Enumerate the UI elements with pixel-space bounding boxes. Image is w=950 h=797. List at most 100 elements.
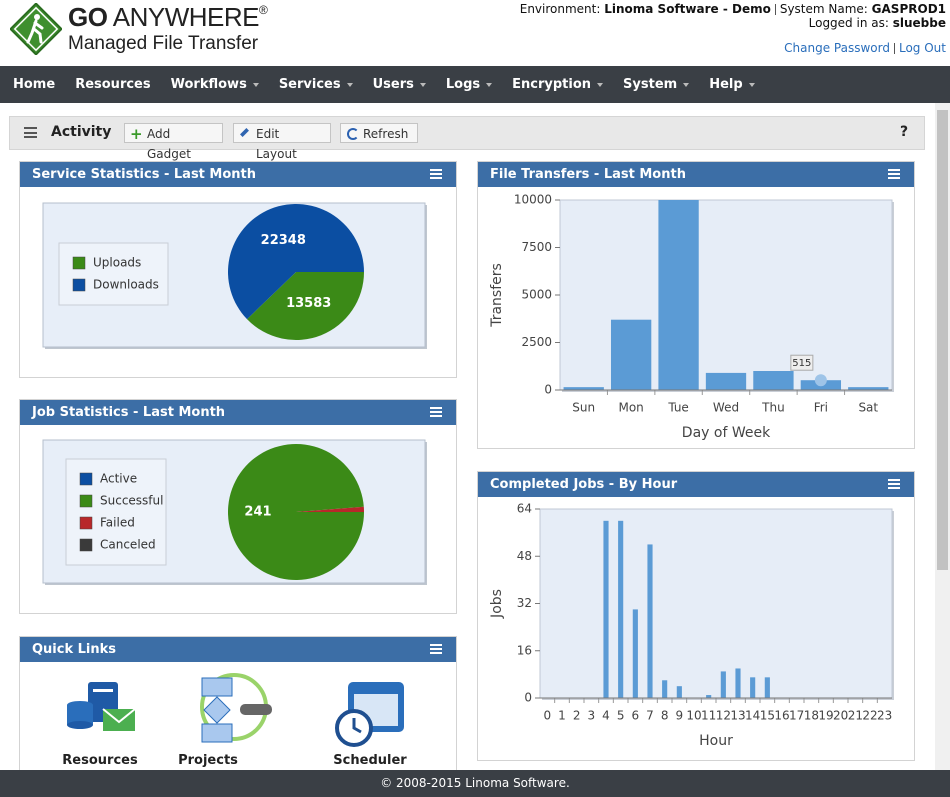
nav-label: Help (709, 77, 743, 92)
resources-icon[interactable] (67, 682, 136, 731)
gadget-menu[interactable] (430, 169, 442, 179)
legend-swatch (79, 494, 93, 508)
nav-label: Logs (445, 77, 481, 92)
edit-layout-button[interactable]: Edit Layout (233, 123, 331, 161)
bar (618, 520, 624, 698)
toolbar-title: Activity (51, 124, 112, 140)
x-tick-label: 3 (588, 709, 596, 723)
gadget-menu[interactable] (430, 644, 442, 654)
y-tick-label: 5000 (521, 288, 552, 302)
x-tick-label: 21 (848, 709, 863, 723)
nav-bar: Home Resources Workflows Services Users Logs E… (0, 66, 950, 103)
link-label[interactable]: Projects (178, 753, 238, 768)
log-out[interactable]: Log Out (898, 41, 946, 55)
gadget-title: Service Statistics - Last Month (32, 167, 257, 182)
nav-item[interactable]: Logs (445, 77, 493, 92)
x-tick-label: Wed (713, 401, 739, 415)
bar (658, 200, 699, 390)
bar (735, 668, 741, 698)
refresh-button[interactable]: Refresh (340, 123, 418, 143)
nav-item[interactable]: Users (373, 77, 426, 92)
y-tick-label: 16 (517, 643, 532, 657)
menu-icon[interactable] (24, 127, 37, 138)
bar (563, 387, 604, 390)
link-label[interactable]: Scheduler (333, 753, 407, 768)
x-tick-label: 4 (602, 709, 610, 723)
legend-swatch (79, 472, 93, 486)
legend-swatch (72, 256, 86, 270)
x-tick-label: Sat (858, 401, 878, 415)
nav-label: Workflows (170, 77, 247, 92)
bar (647, 544, 653, 698)
legend-swatch (79, 516, 93, 530)
nav-label: Users (372, 77, 414, 92)
legend-label: Canceled (100, 538, 156, 552)
x-axis-label: Hour (699, 733, 733, 749)
x-tick-label: 1 (558, 709, 566, 723)
tooltip-label: 515 (792, 358, 811, 369)
hover-marker (814, 374, 827, 387)
x-tick-label: Tue (667, 401, 689, 415)
gadget-header: File Transfers - Last Month (478, 162, 914, 187)
env-value: Linoma Software - Demo (604, 2, 771, 16)
y-tick-label: 0 (544, 383, 552, 397)
legend-swatch (72, 278, 86, 292)
nav-item[interactable]: System (623, 77, 690, 92)
x-tick-label: 5 (617, 709, 625, 723)
nav-item[interactable]: Services (279, 77, 353, 92)
button-label: Add Gadget (147, 127, 191, 161)
legend-label: Failed (100, 516, 135, 530)
x-tick-label: 20 (833, 709, 848, 723)
bar (764, 677, 770, 698)
bar (848, 387, 889, 390)
pie-slice (227, 203, 364, 320)
x-axis-label: Day of Week (682, 425, 771, 441)
x-tick-label: Mon (618, 401, 643, 415)
x-tick-label: 0 (544, 709, 552, 723)
x-tick-label: 9 (676, 709, 684, 723)
legend-label: Active (100, 472, 137, 486)
user-value: sluebbe (892, 16, 946, 30)
footer: © 2008-2015 Linoma Software. (0, 770, 950, 797)
x-tick-label: 16 (774, 709, 789, 723)
scheduler-icon[interactable] (335, 682, 404, 747)
user-label: Logged in as: (808, 16, 889, 30)
environment-info: Environment: Linoma Software - Demo Syste… (520, 2, 946, 30)
nav-label: Home (13, 77, 56, 92)
projects-icon[interactable] (200, 673, 272, 743)
nav-label: Encryption (512, 77, 592, 92)
change-password[interactable]: Change Password (784, 41, 890, 55)
system-label: System Name: (779, 2, 868, 16)
plot-area (539, 508, 893, 699)
x-tick-label: Sun (572, 401, 595, 415)
gadget-menu[interactable] (888, 479, 900, 489)
pie-slice (228, 444, 364, 581)
gadget-header: Quick Links (20, 637, 456, 662)
plot-area (559, 199, 893, 391)
gadget-title: File Transfers - Last Month (490, 167, 686, 182)
x-tick-label: 7 (646, 709, 654, 723)
add-gadget-button[interactable]: + Add Gadget (124, 123, 223, 161)
brand-name: ANYWHERE (112, 2, 260, 32)
account-links: Change Password Log Out (784, 41, 946, 55)
gadget-menu[interactable] (430, 407, 442, 417)
gadget-menu[interactable] (888, 169, 900, 179)
nav-item[interactable]: Home (13, 77, 55, 92)
button-label: Refresh (363, 127, 409, 141)
brand: GO ANYWHERE® (68, 2, 268, 33)
x-tick-label: 15 (760, 709, 775, 723)
logo[interactable] (10, 3, 62, 55)
nav-item[interactable]: Encryption (512, 77, 604, 92)
nav-item[interactable]: Resources (75, 77, 150, 92)
data-label: 13583 (286, 296, 331, 311)
x-tick-label: 23 (877, 709, 892, 723)
gadget-title: Quick Links (32, 642, 117, 657)
nav-item[interactable]: Workflows (171, 77, 259, 92)
nav-label: System (623, 77, 678, 92)
link-label[interactable]: Resources (62, 753, 138, 768)
scrollbar-thumb[interactable] (937, 110, 948, 570)
gadget-header: Completed Jobs - By Hour (478, 472, 914, 497)
help-button[interactable]: ? (900, 124, 909, 140)
y-tick-label: 32 (517, 596, 532, 610)
nav-item[interactable]: Help (709, 77, 755, 92)
